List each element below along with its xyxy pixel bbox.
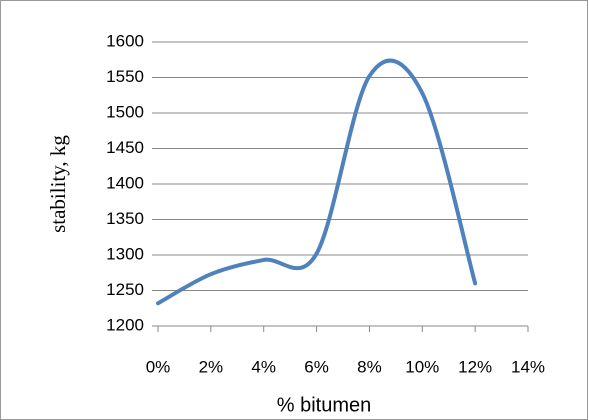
x-tick-label: 6% [304,357,329,376]
y-tick-label: 1600 [106,31,144,50]
y-tick-label: 1550 [106,67,144,86]
y-tick-label: 1300 [106,244,144,263]
y-axis-label: stability, kg [46,135,70,233]
x-tick-label: 14% [511,357,545,376]
x-tick-label: 4% [251,357,276,376]
x-tick-label: 10% [405,357,439,376]
x-tick-label: 0% [146,357,171,376]
y-tick-label: 1200 [106,315,144,334]
x-axis-label: % bitumen [277,394,372,416]
y-tick-label: 1250 [106,280,144,299]
x-tick-label: 8% [357,357,382,376]
x-tick-label: 12% [458,357,492,376]
y-tick-label: 1450 [106,138,144,157]
y-tick-label: 1500 [106,102,144,121]
y-tick-label: 1350 [106,209,144,228]
data-line [156,58,478,306]
y-tick-label: 1400 [106,173,144,192]
x-tick-label: 2% [199,357,224,376]
